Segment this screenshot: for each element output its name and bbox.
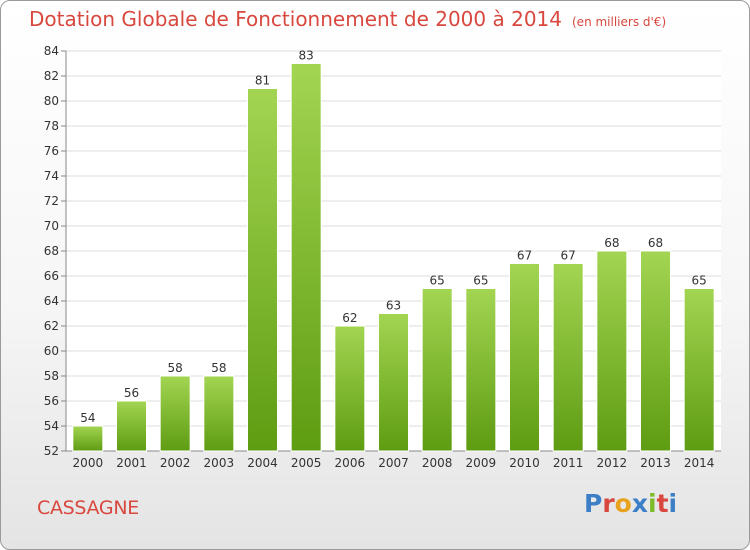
x-tick-label-2008: 2008 [422,456,453,470]
x-tick-label-2006: 2006 [335,456,366,470]
bar-2001 [116,400,147,452]
x-tick-label-2014: 2014 [684,456,715,470]
chart-title: Dotation Globale de Fonctionnement de 20… [29,7,562,31]
y-tick-label: 62 [44,319,59,333]
commune-name: CASSAGNE [37,497,139,519]
data-label-2005: 83 [299,49,314,63]
x-tick-label-2001: 2001 [116,456,147,470]
bar-2012 [596,250,628,452]
y-tick-label: 60 [44,344,59,358]
y-tick-labels: 52 54 56 58 60 62 64 66 68 70 72 74 76 78 80 82 84 [44,44,59,458]
y-tick-label: 72 [44,194,59,208]
x-tick-label-2011: 2011 [553,456,584,470]
y-tick-label: 78 [44,119,59,133]
y-tick-label: 58 [44,369,59,383]
y-tick-label: 64 [44,294,59,308]
x-tick-label-2000: 2000 [73,456,104,470]
chart-title-block: Dotation Globale de Fonctionnement de 20… [29,7,666,31]
bar-2010 [509,263,540,452]
x-tick-label-2004: 2004 [247,456,278,470]
bar-2009 [465,288,497,452]
bar-2002 [159,375,191,452]
bar-2006 [334,325,366,452]
data-label-2010: 67 [517,249,532,263]
data-label-2008: 65 [430,274,445,288]
bar-2004 [247,88,278,452]
bar-2007 [378,313,409,452]
bar-2005 [290,63,322,452]
data-label-2004: 81 [255,74,270,88]
bar-2011 [552,263,584,452]
bars [72,63,715,452]
data-labels: 54 56 58 58 81 83 62 63 65 65 67 67 68 68 65 [80,49,707,426]
bar-2000 [72,425,104,452]
y-tick-label: 84 [44,44,59,58]
data-label-2013: 68 [648,236,663,250]
logo-letter: i [668,489,678,518]
data-label-2000: 54 [80,411,95,425]
logo-letter: o [614,489,632,518]
y-tick-label: 82 [44,69,59,83]
proxiti-logo[interactable]: Proxiti [584,489,677,518]
x-tick-labels: 2000 2001 2002 2003 2004 2005 2006 2007 2008 2009… [73,456,715,470]
logo-letter: r [602,489,615,518]
data-label-2003: 58 [211,361,226,375]
y-tick-label: 66 [44,269,59,283]
x-tick-label-2003: 2003 [204,456,235,470]
chart-subtitle: (en milliers d'€) [572,15,667,29]
data-label-2012: 68 [604,236,619,250]
logo-letter: i [648,489,657,518]
logo-letter: P [584,489,603,518]
data-label-2006: 62 [342,311,357,325]
logo-letter: x [631,489,648,518]
bar-2013 [640,250,671,452]
bar-2003 [203,375,235,452]
y-tick-label: 52 [44,444,59,458]
y-tick-label: 74 [44,169,59,183]
logo-letter: t [656,489,669,518]
y-tick-label: 80 [44,94,59,108]
data-label-2002: 58 [168,361,183,375]
x-tick-label-2012: 2012 [597,456,628,470]
data-label-2011: 67 [561,249,576,263]
y-tick-label: 54 [44,419,59,433]
data-label-2001: 56 [124,386,139,400]
x-tick-label-2002: 2002 [160,456,191,470]
y-tick-label: 68 [44,244,59,258]
data-label-2014: 65 [692,274,707,288]
x-tick-label-2010: 2010 [509,456,540,470]
x-tick-label-2005: 2005 [291,456,322,470]
data-label-2007: 63 [386,299,401,313]
x-tick-label-2007: 2007 [378,456,409,470]
y-tick-label: 70 [44,219,59,233]
bar-2014 [683,288,715,452]
bar-2008 [421,288,453,452]
data-label-2009: 65 [473,274,488,288]
y-tick-label: 56 [44,394,59,408]
y-tick-label: 76 [44,144,59,158]
x-tick-label-2013: 2013 [640,456,671,470]
x-tick-label-2009: 2009 [466,456,497,470]
